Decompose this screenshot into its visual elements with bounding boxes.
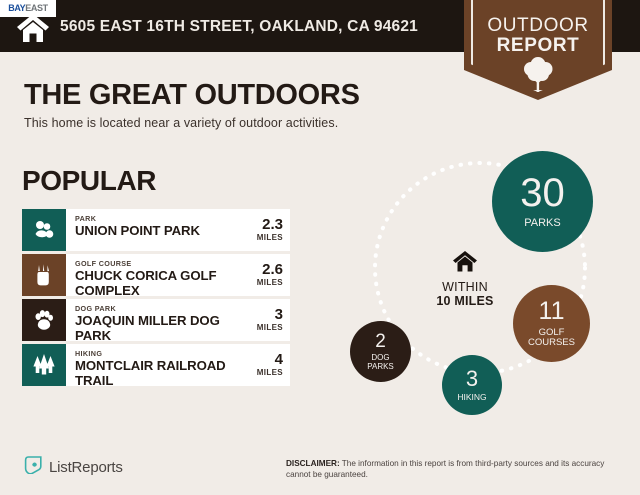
distance-value: 3 — [274, 306, 283, 323]
list-item-name: JOAQUIN MILLER DOG PARK — [75, 313, 220, 341]
summary-bubble-hiking[interactable]: 3 HIKING — [442, 355, 502, 415]
list-item-category: GOLF COURSE — [75, 259, 132, 268]
pine-trees-icon — [22, 344, 66, 386]
list-item-text: GOLF COURSE CHUCK CORICA GOLF COMPLEX — [66, 254, 244, 296]
summary-diagram: 30 PARKS 11 GOLF COURSES 3 HIKING 2 DOG … — [330, 148, 630, 418]
diagram-center-label: WITHIN 10 MILES — [424, 250, 506, 308]
list-item-name: CHUCK CORICA GOLF COMPLEX — [75, 268, 217, 296]
bubble-label: DOG PARKS — [367, 353, 394, 371]
list-item-category: DOG PARK — [75, 304, 117, 313]
distance-value: 2.6 — [262, 261, 283, 278]
list-item[interactable]: PARK UNION POINT PARK 2.3 MILES — [22, 209, 290, 251]
property-address: 5605 EAST 16TH STREET, OAKLAND, CA 94621 — [60, 18, 419, 35]
listreports-logo[interactable]: ListReports — [24, 455, 123, 479]
bubble-label: PARKS — [524, 217, 561, 230]
list-item[interactable]: HIKING MONTCLAIR RAILROAD TRAIL 4 MILES — [22, 344, 290, 386]
bubble-count: 11 — [538, 297, 565, 326]
list-item-text: PARK UNION POINT PARK — [66, 209, 244, 251]
bubble-label: GOLF COURSES — [528, 327, 575, 348]
page-subtitle: This home is located near a variety of o… — [24, 116, 339, 130]
bubble-count: 3 — [465, 366, 479, 392]
distance-unit: MILES — [256, 233, 283, 242]
golf-bag-icon — [22, 254, 66, 296]
page-title: THE GREAT OUTDOORS — [24, 79, 360, 111]
list-item-category: PARK — [75, 214, 97, 223]
dotted-circle-path — [373, 161, 587, 375]
distance-unit: MILES — [256, 323, 283, 332]
distance-unit: MILES — [256, 368, 283, 377]
summary-bubble-parks[interactable]: 30 PARKS — [492, 151, 593, 252]
list-item-text: HIKING MONTCLAIR RAILROAD TRAIL — [66, 344, 244, 386]
distance-value: 4 — [274, 351, 283, 368]
home-icon — [424, 250, 506, 277]
bubble-count: 2 — [375, 331, 386, 353]
listreports-logo-icon — [24, 455, 43, 479]
bubble-count: 30 — [520, 171, 565, 216]
distance-value: 2.3 — [262, 216, 283, 233]
summary-bubble-golf-courses[interactable]: 11 GOLF COURSES — [513, 285, 590, 362]
disclaimer: DISCLAIMER: The information in this repo… — [286, 458, 624, 480]
home-icon — [16, 13, 50, 43]
badge-title-line2: REPORT — [496, 35, 580, 56]
listreports-logo-text: ListReports — [49, 458, 123, 476]
list-item-distance: 4 MILES — [244, 344, 290, 386]
list-item-name: MONTCLAIR RAILROAD TRAIL — [75, 358, 226, 386]
distance-unit: MILES — [256, 278, 283, 287]
list-item-distance: 2.6 MILES — [244, 254, 290, 296]
bayeast-logo: BAY EAST — [0, 0, 56, 17]
list-item-text: DOG PARK JOAQUIN MILLER DOG PARK — [66, 299, 244, 341]
list-item[interactable]: DOG PARK JOAQUIN MILLER DOG PARK 3 MILES — [22, 299, 290, 341]
tree-icon — [518, 57, 558, 98]
disclaimer-text: The information in this report is from t… — [286, 459, 605, 479]
paw-icon — [22, 299, 66, 341]
list-item-distance: 3 MILES — [244, 299, 290, 341]
badge-title-line1: OUTDOOR — [487, 15, 589, 36]
list-item[interactable]: GOLF COURSE CHUCK CORICA GOLF COMPLEX 2.… — [22, 254, 290, 296]
list-item-distance: 2.3 MILES — [244, 209, 290, 251]
bayeast-logo-primary: BAY — [8, 3, 26, 13]
popular-list: PARK UNION POINT PARK 2.3 MILES GOLF COU… — [22, 209, 290, 389]
park-icon — [22, 209, 66, 251]
bayeast-logo-secondary: EAST — [25, 3, 48, 13]
disclaimer-label: DISCLAIMER: — [286, 459, 340, 468]
list-item-name: UNION POINT PARK — [75, 223, 200, 238]
summary-bubble-dog-parks[interactable]: 2 DOG PARKS — [350, 321, 411, 382]
center-line-2: 10 MILES — [436, 294, 494, 308]
list-item-category: HIKING — [75, 349, 103, 358]
bubble-label: HIKING — [457, 392, 487, 403]
popular-heading: POPULAR — [22, 165, 157, 196]
center-line-1: WITHIN — [442, 280, 488, 294]
